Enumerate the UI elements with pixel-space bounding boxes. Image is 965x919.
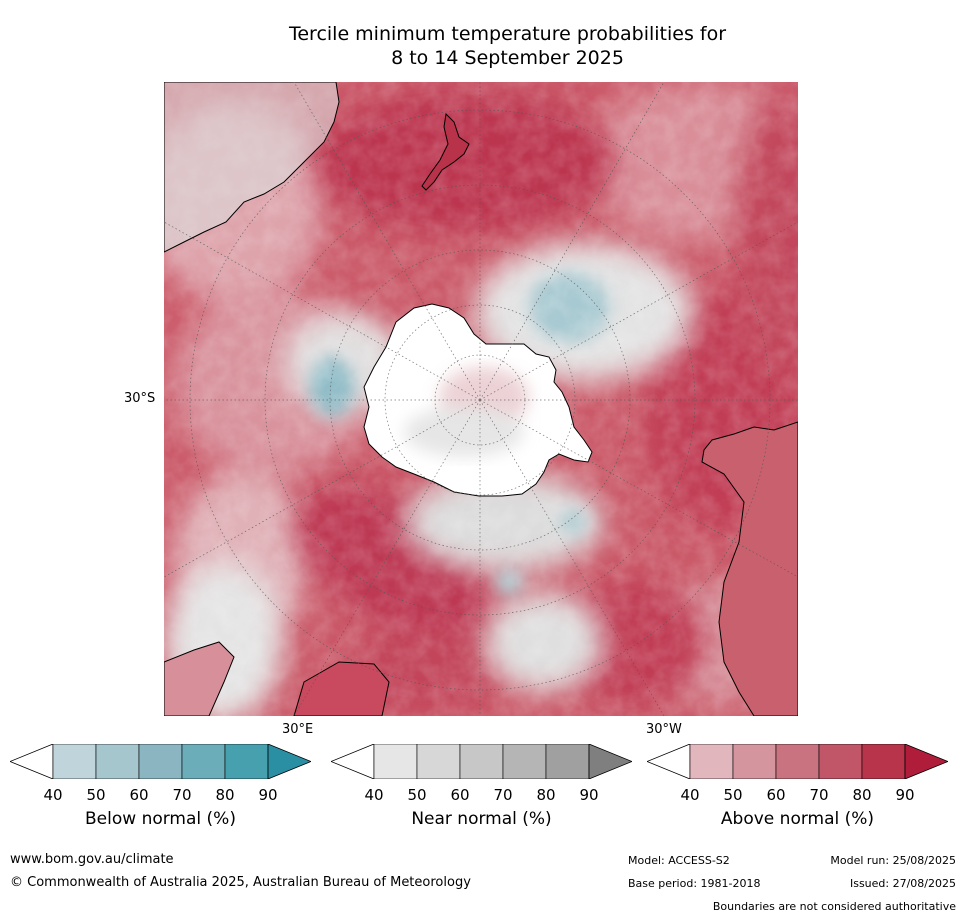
colorbar-near-tick: 40 bbox=[364, 786, 384, 804]
lat-label-30s: 30°S bbox=[124, 391, 156, 406]
map-svg bbox=[164, 82, 798, 716]
australia-landmass bbox=[164, 82, 340, 253]
colorbar-near-tick: 70 bbox=[493, 786, 513, 804]
colorbar-below-tick: 90 bbox=[258, 786, 278, 804]
colorbar-below-bin-0 bbox=[52, 743, 97, 780]
colorbar-near-tick: 80 bbox=[536, 786, 556, 804]
colorbar-near-title: Near normal (%) bbox=[411, 809, 552, 829]
colorbar-near-bin-1 bbox=[416, 743, 461, 780]
colorbar-above-tick: 60 bbox=[766, 786, 786, 804]
footer-issued: Issued: 27/08/2025 bbox=[849, 877, 956, 890]
lon-label-30w: 30°W bbox=[646, 722, 682, 737]
colorbar-near-tick: 60 bbox=[450, 786, 470, 804]
footer-website: www.bom.gov.au/climate bbox=[10, 852, 174, 867]
colorbar-above-tick: 90 bbox=[895, 786, 915, 804]
colorbar-below-tick: 80 bbox=[215, 786, 235, 804]
title-line-1: Tercile minimum temperature probabilitie… bbox=[288, 23, 727, 45]
colorbar-near-tick: 90 bbox=[579, 786, 599, 804]
colorbar-below-high-extend bbox=[267, 743, 313, 780]
colorbar-near: 40 50 60 70 80 90 Near normal (%) bbox=[329, 743, 634, 829]
footer-base-period: Base period: 1981-2018 bbox=[628, 877, 761, 890]
colorbar-near-bin-0 bbox=[373, 743, 418, 780]
antarctica-interior-shading bbox=[404, 367, 529, 457]
colorbar-below-tick: 70 bbox=[172, 786, 192, 804]
colorbar-near-svg bbox=[329, 743, 634, 780]
colorbar-below-tick: 50 bbox=[86, 786, 106, 804]
colorbar-above-svg bbox=[645, 743, 950, 780]
footer-copyright: © Commonwealth of Australia 2025, Austra… bbox=[10, 875, 471, 890]
colorbar-above-bin-1 bbox=[732, 743, 777, 780]
probability-map bbox=[164, 82, 798, 716]
new-zealand-landmass bbox=[421, 112, 470, 191]
colorbar-near-bin-4 bbox=[545, 743, 590, 780]
colorbar-near-tick: 50 bbox=[407, 786, 427, 804]
south-america-landmass bbox=[701, 421, 798, 716]
colorbar-below-bin-1 bbox=[95, 743, 140, 780]
colorbar-below-title: Below normal (%) bbox=[85, 809, 236, 829]
footer-model: Model: ACCESS-S2 bbox=[628, 854, 730, 867]
colorbar-below-svg bbox=[8, 743, 313, 780]
colorbar-above-tick: 50 bbox=[723, 786, 743, 804]
title-line-2: 8 to 14 September 2025 bbox=[391, 47, 624, 69]
colorbar-above-bin-0 bbox=[689, 743, 734, 780]
colorbar-above-tick: 70 bbox=[809, 786, 829, 804]
colorbar-below-bin-2 bbox=[138, 743, 183, 780]
footer-model-run: Model run: 25/08/2025 bbox=[830, 854, 956, 867]
colorbar-below-bin-4 bbox=[224, 743, 269, 780]
graticule bbox=[164, 82, 798, 716]
colorbar-above-bin-4 bbox=[861, 743, 906, 780]
colorbar-near-bin-2 bbox=[459, 743, 504, 780]
colorbar-above-low-extend bbox=[645, 743, 691, 780]
colorbar-above-high-extend bbox=[904, 743, 950, 780]
colorbar-above-bin-2 bbox=[775, 743, 820, 780]
colorbar-above-tick: 40 bbox=[680, 786, 700, 804]
colorbar-above-title: Above normal (%) bbox=[720, 809, 875, 829]
colorbar-above: 40 50 60 70 80 90 Above normal (%) bbox=[645, 743, 950, 829]
colorbar-near-bin-3 bbox=[502, 743, 547, 780]
madagascar-landmass bbox=[293, 661, 390, 716]
map-title: Tercile minimum temperature probabilitie… bbox=[0, 22, 965, 70]
colorbar-below-low-extend bbox=[8, 743, 54, 780]
africa-landmass bbox=[164, 641, 235, 716]
colorbar-below-tick: 60 bbox=[129, 786, 149, 804]
colorbar-near-high-extend bbox=[588, 743, 634, 780]
colorbar-below-tick: 40 bbox=[43, 786, 63, 804]
colorbar-below-bin-3 bbox=[181, 743, 226, 780]
colorbar-above-tick: 80 bbox=[852, 786, 872, 804]
footer-disclaimer: Boundaries are not considered authoritat… bbox=[712, 900, 956, 913]
colorbar-below: 40 50 60 70 80 90 Below normal (%) bbox=[8, 743, 313, 829]
colorbar-near-low-extend bbox=[329, 743, 375, 780]
colorbar-above-bin-3 bbox=[818, 743, 863, 780]
lon-label-30e: 30°E bbox=[282, 722, 314, 737]
